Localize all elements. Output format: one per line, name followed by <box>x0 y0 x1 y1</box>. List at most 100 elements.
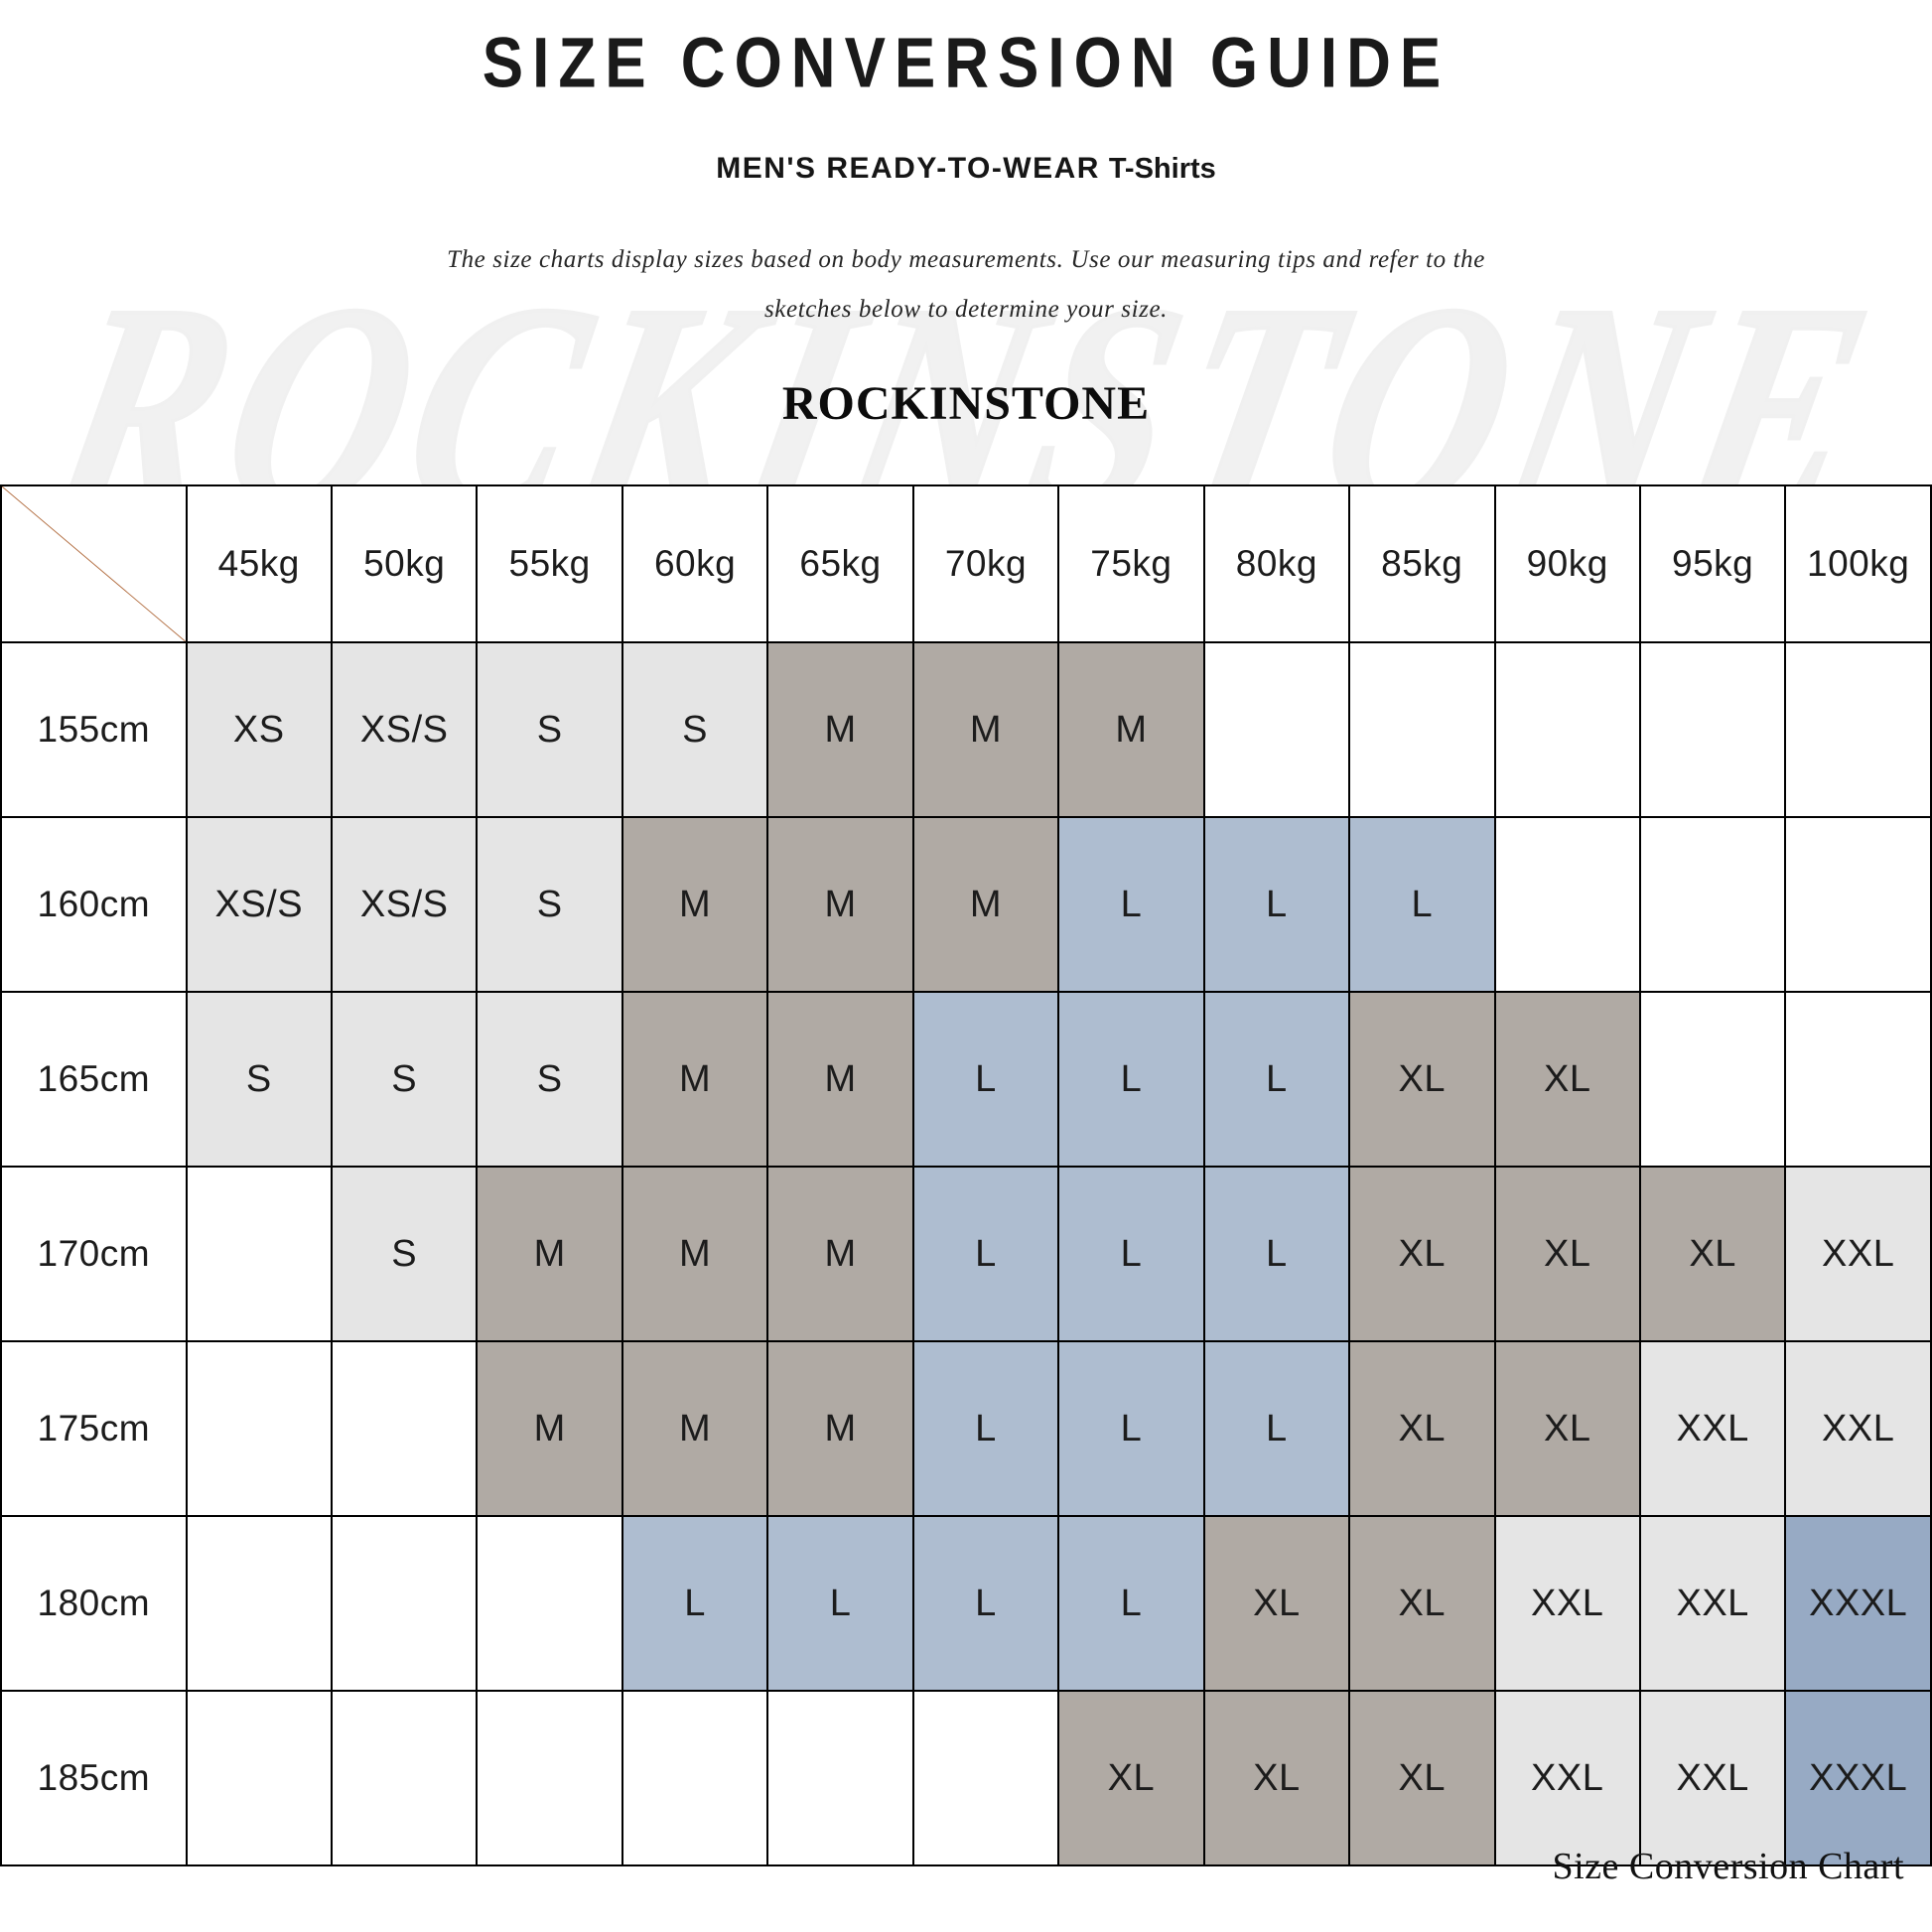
size-cell: XXL <box>1638 1515 1787 1692</box>
size-cell: M <box>911 641 1060 818</box>
row-header-height: 160cm <box>0 816 188 993</box>
table-row: 180cm L L L L XL XL XXL XXL XXXL <box>0 1515 1932 1692</box>
table-header-row: 45kg 50kg 55kg 60kg 65kg 70kg 75kg 80kg 85kg 90kg… <box>0 484 1932 643</box>
size-cell: XXL <box>1493 1515 1641 1692</box>
size-cell-empty <box>330 1515 479 1692</box>
size-cell: XL <box>1493 1340 1641 1517</box>
size-cell: L <box>911 1340 1060 1517</box>
row-header-height: 180cm <box>0 1515 188 1692</box>
size-cell-empty <box>1638 816 1787 993</box>
size-cell: M <box>766 1166 914 1342</box>
size-cell: M <box>621 816 769 993</box>
table-row: 155cm XS XS/S S S M M M <box>0 641 1932 818</box>
size-cell: L <box>1202 991 1351 1168</box>
column-header-weight: 80kg <box>1202 484 1351 643</box>
column-header-weight: 45kg <box>185 484 334 643</box>
size-cell: S <box>330 1166 479 1342</box>
size-cell: M <box>476 1166 623 1342</box>
size-cell: XS/S <box>330 641 479 818</box>
column-header-weight: 70kg <box>911 484 1060 643</box>
size-cell: XXL <box>1784 1340 1932 1517</box>
column-header-weight: 55kg <box>476 484 623 643</box>
size-cell-empty <box>476 1515 623 1692</box>
size-cell: M <box>766 641 914 818</box>
size-cell-empty <box>1202 641 1351 818</box>
size-cell-empty <box>1348 641 1496 818</box>
document-header: SIZE CONVERSION GUIDE MEN'S READY-TO-WEA… <box>0 0 1932 431</box>
size-cell: L <box>911 1166 1060 1342</box>
size-cell: XS/S <box>330 816 479 993</box>
column-header-weight: 85kg <box>1348 484 1496 643</box>
subtitle-primary: MEN'S READY-TO-WEAR <box>716 152 1100 185</box>
column-header-weight: 60kg <box>621 484 769 643</box>
size-cell: XL <box>1348 1166 1496 1342</box>
size-cell: L <box>1202 1166 1351 1342</box>
column-header-weight: 95kg <box>1638 484 1787 643</box>
size-cell-empty <box>185 1166 334 1342</box>
size-cell: XL <box>1493 991 1641 1168</box>
row-header-height: 155cm <box>0 641 188 818</box>
size-cell: M <box>766 991 914 1168</box>
size-cell: M <box>621 1340 769 1517</box>
size-cell-empty <box>1784 816 1932 993</box>
size-cell: XL <box>1348 1340 1496 1517</box>
column-header-weight: 75kg <box>1057 484 1205 643</box>
size-cell: L <box>1057 816 1205 993</box>
subtitle-secondary: T-Shirts <box>1108 153 1216 185</box>
size-cell: L <box>911 991 1060 1168</box>
size-cell: L <box>766 1515 914 1692</box>
size-cell-empty <box>766 1690 914 1866</box>
row-header-height: 165cm <box>0 991 188 1168</box>
size-cell: XL <box>1057 1690 1205 1866</box>
size-cell: S <box>621 641 769 818</box>
size-cell-empty <box>1784 641 1932 818</box>
size-cell: XXL <box>1638 1340 1787 1517</box>
size-cell: XL <box>1348 1515 1496 1692</box>
brand-name: ROCKINSTONE <box>781 377 1151 430</box>
table-row: 175cm M M M L L L XL XL XXL XXL <box>0 1340 1932 1517</box>
size-cell: L <box>1057 1515 1205 1692</box>
table-row: 185cm XL XL XL XXL XXL XXXL <box>0 1690 1932 1866</box>
size-cell-empty <box>185 1515 334 1692</box>
size-cell: L <box>1057 1166 1205 1342</box>
size-cell-empty <box>1638 641 1787 818</box>
column-header-weight: 65kg <box>766 484 914 643</box>
diagonal-divider-icon <box>2 486 186 641</box>
size-cell: M <box>1057 641 1205 818</box>
size-cell: XL <box>1638 1166 1787 1342</box>
column-header-weight: 50kg <box>330 484 479 643</box>
table-row: 160cm XS/S XS/S S M M M L L L <box>0 816 1932 993</box>
size-cell: XS/S <box>185 816 334 993</box>
size-cell: L <box>1202 816 1351 993</box>
table-corner-cell <box>0 484 188 643</box>
page-title: SIZE CONVERSION GUIDE <box>482 24 1450 103</box>
description-text: The size charts display sizes based on b… <box>447 246 1485 323</box>
row-header-height: 185cm <box>0 1690 188 1866</box>
table-row: 170cm S M M M L L L XL XL XL XXL <box>0 1166 1932 1342</box>
size-cell-empty <box>911 1690 1060 1866</box>
size-cell: XXL <box>1493 1690 1641 1866</box>
size-cell: L <box>911 1515 1060 1692</box>
size-cell-empty <box>185 1340 334 1517</box>
size-cell: XL <box>1493 1166 1641 1342</box>
size-cell: L <box>1057 1340 1205 1517</box>
size-cell: L <box>621 1515 769 1692</box>
size-cell: M <box>766 1340 914 1517</box>
size-cell-empty <box>330 1340 479 1517</box>
size-cell: S <box>185 991 334 1168</box>
size-cell: XXL <box>1784 1166 1932 1342</box>
size-cell: XXL <box>1638 1690 1787 1866</box>
row-header-height: 170cm <box>0 1166 188 1342</box>
size-cell-empty <box>1638 991 1787 1168</box>
size-cell: M <box>476 1340 623 1517</box>
size-table-body: 45kg 50kg 55kg 60kg 65kg 70kg 75kg 80kg 85kg 90kg… <box>0 484 1932 1866</box>
size-cell-empty <box>476 1690 623 1866</box>
size-conversion-table: 45kg 50kg 55kg 60kg 65kg 70kg 75kg 80kg 85kg 90kg… <box>0 484 1932 1866</box>
size-cell-empty <box>1493 816 1641 993</box>
size-cell-empty <box>621 1690 769 1866</box>
size-cell: M <box>621 1166 769 1342</box>
size-cell: XL <box>1348 991 1496 1168</box>
size-cell: XXXL <box>1784 1690 1932 1866</box>
size-cell: M <box>621 991 769 1168</box>
